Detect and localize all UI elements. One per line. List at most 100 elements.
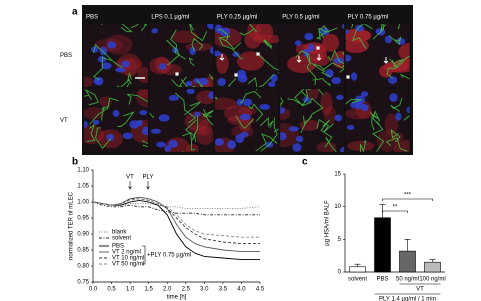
red-patch [186, 143, 200, 152]
micrograph [280, 89, 345, 152]
nucleus [209, 46, 214, 55]
nucleus [351, 72, 358, 81]
nucleus [280, 132, 287, 141]
y-tick-label: 1.00 [77, 200, 89, 206]
micrographs [84, 24, 410, 152]
image-content [280, 24, 345, 87]
red-patch [252, 34, 279, 44]
y-tick-label: 1.10 [77, 168, 89, 174]
error-bar [354, 263, 361, 267]
nucleus [345, 54, 352, 62]
bar [349, 266, 366, 273]
y-tick-label: 0.75 [77, 280, 89, 286]
nucleus [267, 81, 276, 87]
nucleus [115, 67, 126, 73]
nucleus [227, 140, 237, 149]
x-tick-label: 3.0 [200, 287, 209, 293]
image-bg [149, 24, 214, 87]
nucleus [121, 60, 130, 68]
error-bar [404, 239, 411, 252]
nucleus [101, 62, 112, 70]
red-patch [197, 120, 212, 137]
red-patch [398, 42, 410, 62]
annotation: +PLY 0.75 µg/ml [147, 253, 191, 259]
micrograph [149, 89, 214, 152]
row-header: VT [60, 118, 68, 124]
series-line [92, 199, 260, 261]
asterisk [256, 52, 260, 56]
nucleus [95, 76, 104, 86]
significance: ** [393, 205, 398, 211]
series-line [92, 201, 260, 216]
red-patch [105, 34, 133, 55]
x-tick-label: 0.5 [107, 287, 116, 293]
bar [424, 261, 441, 273]
image-bg [149, 89, 214, 152]
column-header: PLY 0.25 µg/ml [217, 15, 258, 21]
nucleus [122, 132, 133, 140]
red-patch [314, 54, 330, 66]
y-tick-label: 15 [334, 172, 341, 178]
legend-label: VT 2 ng/ml [112, 250, 141, 256]
micrograph [280, 24, 345, 87]
asterisk [316, 46, 320, 50]
nucleus [292, 143, 302, 152]
image-content [214, 89, 279, 152]
nucleus [237, 74, 248, 83]
nucleus [214, 138, 224, 146]
cell-border [217, 24, 279, 87]
image-content [345, 89, 410, 152]
image-content [345, 24, 410, 87]
nucleus [388, 76, 398, 84]
cell-border [295, 25, 345, 87]
red-patch [384, 113, 399, 135]
nucleus [150, 128, 161, 134]
nucleus [331, 77, 342, 85]
nucleus [92, 119, 100, 125]
group-label: PLY 1.4 µg/ml / 1 min [379, 297, 436, 301]
series-line [92, 198, 260, 238]
micrograph [345, 24, 410, 87]
nucleus [214, 24, 223, 34]
red-patch [394, 139, 410, 152]
cell-border [214, 89, 279, 152]
image-content [84, 89, 148, 152]
nucleus [156, 141, 166, 148]
red-patch [185, 42, 213, 52]
column-header: PBS [86, 15, 98, 21]
nucleus [158, 114, 170, 122]
group-label: VT [416, 287, 424, 293]
arrow [316, 54, 322, 61]
nucleus [280, 106, 286, 114]
red-patch [345, 38, 370, 54]
cell-border [92, 24, 148, 87]
nucleus [151, 28, 158, 34]
y-tick-label: 0.85 [77, 248, 89, 254]
micrograph [214, 89, 279, 152]
nucleus [99, 46, 108, 56]
cell-border [166, 24, 214, 87]
nucleus [106, 133, 115, 141]
red-patch [322, 33, 340, 52]
column-header: PLY 0.5 µg/ml [282, 15, 319, 21]
red-patch [137, 89, 148, 99]
nucleus [406, 106, 410, 114]
red-patch [84, 107, 105, 120]
nucleus [384, 35, 393, 44]
x-tick-label: 4.5 [256, 287, 265, 293]
annotation: PLY [143, 175, 154, 181]
x-tick-label: 1.0 [126, 287, 135, 293]
nucleus [346, 124, 355, 130]
nucleus [235, 134, 245, 144]
nucleus [139, 110, 148, 116]
y-tick-label: 0.95 [77, 216, 89, 222]
legend-label: VT 50 ng/ml [112, 262, 144, 268]
panel-label: b [72, 157, 78, 168]
red-patch [391, 132, 405, 143]
nucleus [189, 46, 196, 56]
image-content [214, 24, 279, 87]
red-patch [214, 97, 238, 110]
micrograph [214, 24, 279, 87]
micrograph [84, 89, 148, 152]
arrow [219, 54, 225, 61]
